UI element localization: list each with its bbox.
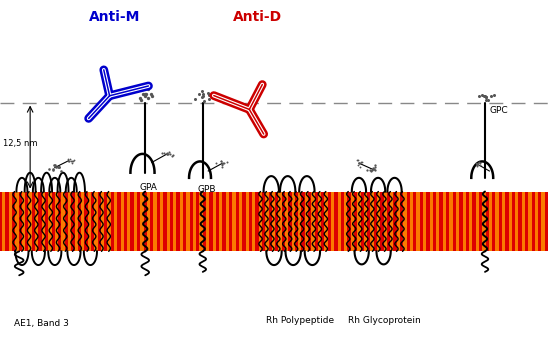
Bar [476, 192, 479, 251]
Bar [173, 192, 176, 251]
Bar [384, 192, 387, 251]
Bar [423, 192, 426, 251]
Bar [351, 192, 354, 251]
Bar [489, 192, 492, 251]
Bar [61, 192, 65, 251]
Bar [199, 192, 203, 251]
Text: GPC: GPC [489, 106, 508, 115]
Bar [535, 192, 538, 251]
Bar [318, 192, 321, 251]
Bar [298, 192, 301, 251]
Bar [265, 192, 269, 251]
Bar [75, 192, 78, 251]
Bar [213, 192, 216, 251]
Bar [456, 192, 459, 251]
Bar [140, 192, 144, 251]
Bar [377, 192, 380, 251]
Bar [370, 192, 374, 251]
Bar [364, 192, 367, 251]
Bar [495, 192, 499, 251]
Bar [502, 192, 505, 251]
Bar [114, 192, 117, 251]
Bar [509, 192, 512, 251]
Bar [147, 192, 150, 251]
Bar [272, 192, 275, 251]
Bar [226, 192, 229, 251]
Bar [430, 192, 433, 251]
Bar [410, 192, 413, 251]
Bar [219, 192, 222, 251]
Bar [292, 192, 295, 251]
Bar [22, 192, 25, 251]
Bar [515, 192, 518, 251]
Bar [35, 192, 38, 251]
Text: 12,5 nm: 12,5 nm [3, 139, 37, 148]
Bar [239, 192, 242, 251]
Bar [285, 192, 288, 251]
Bar [344, 192, 347, 251]
Text: Anti-M: Anti-M [89, 10, 141, 24]
Bar [2, 192, 5, 251]
Bar [121, 192, 124, 251]
Bar [153, 192, 157, 251]
Text: Rh Glycoprotein: Rh Glycoprotein [348, 316, 421, 325]
Text: Anti-D: Anti-D [233, 10, 282, 24]
Bar [81, 192, 84, 251]
Bar [259, 192, 262, 251]
Bar [469, 192, 472, 251]
Bar [15, 192, 19, 251]
Bar [127, 192, 130, 251]
Bar [55, 192, 58, 251]
Bar [186, 192, 190, 251]
Bar [160, 192, 163, 251]
Text: GPA: GPA [140, 183, 158, 192]
Bar [397, 192, 400, 251]
Bar [0, 192, 548, 251]
Bar [311, 192, 315, 251]
Bar [28, 192, 32, 251]
Bar [246, 192, 249, 251]
Bar [449, 192, 453, 251]
Bar [42, 192, 45, 251]
Bar [463, 192, 466, 251]
Bar [134, 192, 137, 251]
Bar [338, 192, 341, 251]
Bar [436, 192, 439, 251]
Bar [48, 192, 52, 251]
Bar [206, 192, 209, 251]
Text: AE1, Band 3: AE1, Band 3 [14, 319, 68, 328]
Bar [541, 192, 545, 251]
Bar [167, 192, 170, 251]
Bar [232, 192, 236, 251]
Bar [9, 192, 12, 251]
Text: Rh Polypeptide: Rh Polypeptide [266, 316, 334, 325]
Text: GPB: GPB [197, 185, 216, 194]
Bar [68, 192, 71, 251]
Bar [357, 192, 361, 251]
Bar [107, 192, 111, 251]
Bar [88, 192, 91, 251]
Bar [390, 192, 393, 251]
Bar [180, 192, 183, 251]
Bar [403, 192, 407, 251]
Bar [522, 192, 525, 251]
Bar [443, 192, 446, 251]
Bar [305, 192, 308, 251]
Bar [324, 192, 328, 251]
Bar [193, 192, 196, 251]
Bar [528, 192, 532, 251]
Bar [331, 192, 334, 251]
Bar [252, 192, 255, 251]
Bar [101, 192, 104, 251]
Bar [94, 192, 98, 251]
Bar [278, 192, 282, 251]
Bar [416, 192, 420, 251]
Bar [482, 192, 486, 251]
